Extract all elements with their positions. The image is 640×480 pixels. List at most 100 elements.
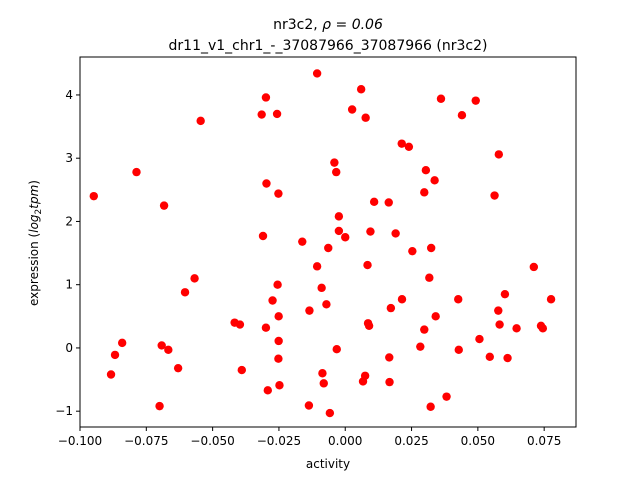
data-point [263, 386, 272, 395]
data-point [512, 324, 521, 333]
data-point [500, 289, 510, 299]
data-point [420, 188, 429, 197]
data-point [457, 110, 467, 120]
x-tick-label: 0.025 [394, 434, 428, 448]
data-point [485, 352, 494, 361]
data-point [317, 283, 326, 293]
data-point [385, 353, 394, 362]
x-tick-label: −0.100 [58, 434, 102, 448]
data-point [385, 377, 394, 387]
data-point [258, 231, 268, 241]
data-point [157, 341, 166, 350]
data-point [361, 113, 370, 122]
x-tick-label: 0.050 [461, 434, 495, 448]
data-point [274, 312, 283, 321]
data-point [173, 363, 183, 373]
y-tick-label: 2 [65, 214, 73, 228]
data-point [363, 260, 372, 270]
chart-subtitle: dr11_v1_chr1_-_37087966_37087966 (nr3c2) [169, 38, 488, 54]
data-point [503, 353, 512, 363]
data-point [454, 345, 463, 355]
data-point [360, 371, 370, 380]
x-tick-label: −0.050 [190, 434, 234, 448]
x-tick-label: 0.000 [328, 434, 362, 448]
data-point [369, 197, 379, 207]
data-point [332, 345, 341, 354]
data-point [475, 334, 484, 344]
data-point [426, 243, 436, 253]
data-point [334, 212, 344, 221]
data-point [273, 280, 282, 289]
data-point [159, 201, 169, 210]
data-point [494, 150, 504, 159]
data-point [546, 295, 556, 304]
data-point [341, 233, 350, 242]
data-point [261, 93, 271, 102]
y-tick-label: −1 [55, 404, 73, 418]
data-point [304, 401, 314, 410]
data-point [257, 110, 266, 119]
data-point [538, 324, 548, 333]
data-point [408, 246, 417, 256]
data-point [421, 166, 431, 175]
data-point [180, 288, 190, 297]
data-point [305, 306, 314, 315]
data-point [366, 227, 375, 236]
y-axis-label: expression (log2tpm) [27, 180, 44, 306]
data-point [274, 336, 283, 346]
data-point [324, 243, 333, 253]
data-point [347, 105, 357, 114]
x-tick-label: −0.075 [124, 434, 168, 448]
y-tick-label: 0 [65, 341, 73, 355]
data-point [364, 321, 374, 331]
data-point [272, 109, 282, 119]
data-point [454, 295, 463, 304]
data-point [106, 370, 116, 379]
data-point [322, 300, 331, 309]
data-point [529, 262, 539, 272]
data-point [312, 262, 322, 271]
x-tick-label: −0.025 [257, 434, 301, 448]
plot-frame [79, 56, 577, 428]
x-tick-label: 0.075 [527, 434, 561, 448]
data-point [332, 167, 341, 177]
data-point [431, 312, 440, 321]
data-point [494, 306, 503, 315]
data-point [89, 191, 98, 201]
data-point [495, 320, 504, 329]
data-point [237, 365, 246, 375]
data-point [312, 69, 322, 78]
data-point [155, 401, 164, 411]
chart-title: nr3c2, ρ = 0.06 [273, 17, 383, 33]
data-point [235, 320, 245, 329]
data-point [425, 273, 434, 282]
data-point [384, 198, 393, 207]
data-point [274, 354, 283, 363]
data-point [334, 226, 344, 236]
data-point [397, 139, 406, 148]
data-point [404, 142, 414, 152]
data-point [275, 381, 284, 390]
data-point [318, 369, 327, 378]
data-point [442, 392, 451, 401]
data-point [430, 176, 439, 185]
data-point [330, 158, 339, 167]
y-tick-label: 3 [65, 151, 73, 165]
data-point [190, 274, 199, 283]
data-point [420, 325, 429, 334]
data-point [356, 85, 366, 94]
data-point [274, 189, 283, 198]
data-point [386, 303, 396, 313]
data-point [426, 402, 435, 411]
data-point [196, 116, 205, 126]
data-point [268, 296, 277, 305]
data-point [164, 345, 173, 355]
data-point [132, 167, 141, 177]
data-point [262, 179, 271, 188]
data-point [117, 338, 127, 348]
data-point [325, 408, 335, 418]
data-point [490, 191, 499, 200]
data-point [416, 342, 425, 351]
